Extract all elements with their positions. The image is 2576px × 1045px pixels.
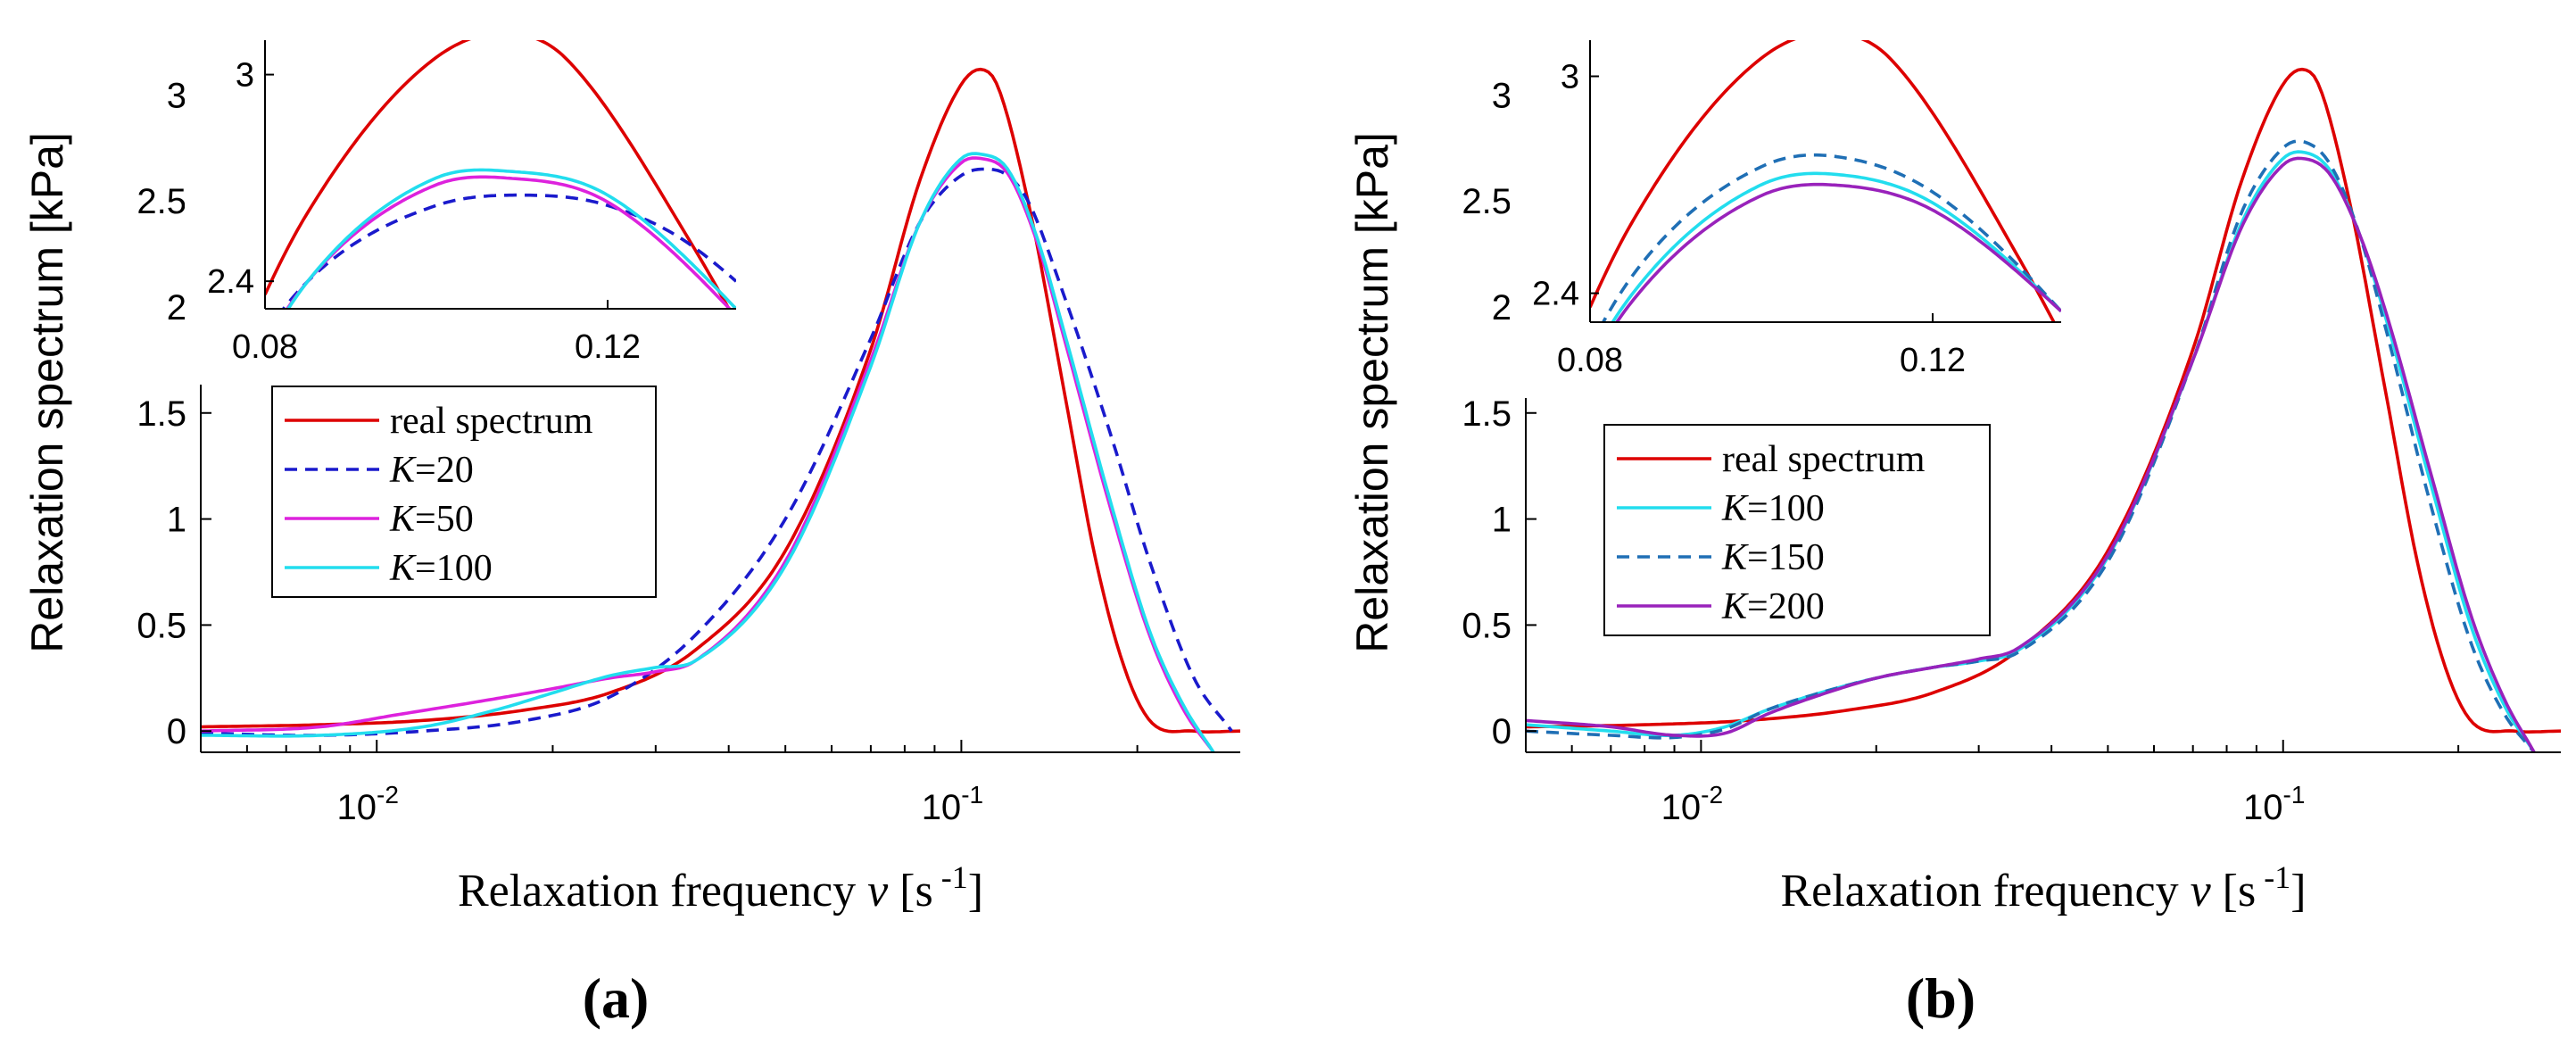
series-line-k-200 [1526, 156, 2536, 752]
inset: 2.4 3 0.08 0.12 [1510, 31, 2070, 398]
x-tick-label: 10-2 [337, 781, 399, 827]
inset-x-tick-label: 0.08 [232, 328, 298, 366]
inset-y-tick-label: 2.4 [207, 263, 254, 301]
y-tick-label: 1.5 [1462, 394, 1512, 434]
inset-series-line-real-spectrum [265, 40, 731, 309]
inset-series-line-k-100 [286, 168, 736, 309]
inset-series-line-k-150 [1601, 153, 2061, 322]
inset: 2.4 3 0.08 0.12 [185, 31, 745, 385]
inset-y-tick-label: 3 [1561, 59, 1579, 96]
panel-label: (b) [1906, 966, 1975, 1030]
x-tick-label: 10-2 [1661, 781, 1723, 827]
inset-series-line-k-200 [1614, 182, 2061, 322]
panel-label: (a) [583, 966, 650, 1030]
x-tick-label: 10-1 [922, 781, 983, 827]
y-tick-label: 2 [1492, 288, 1512, 328]
inset-x-tick-label: 0.12 [575, 328, 641, 366]
inset-y-tick-label: 3 [236, 57, 254, 95]
x-axis-label: Relaxation frequency v [s -1] [458, 859, 983, 916]
inset-x-tick-label: 0.12 [1900, 342, 1966, 379]
series-group [201, 67, 1240, 752]
y-tick-label: 1.5 [137, 394, 186, 434]
legend-label: K=100 [389, 548, 493, 589]
y-tick-label: 2 [167, 288, 186, 328]
legend-label: K=200 [1721, 586, 1825, 627]
y-tick-label: 3 [167, 76, 186, 115]
inset-background [185, 31, 745, 385]
x-axis-label: Relaxation frequency v [s -1] [1780, 859, 2306, 916]
panel-a: 0 0.5 1 1.5 2 2.5 3 10-2 10-1 Relaxation spectrum… [22, 31, 1240, 1030]
inset-background [1510, 31, 2070, 398]
inset-series-line-real-spectrum [1590, 40, 2056, 322]
series-line-k-100 [201, 152, 1215, 752]
series-line-real-spectrum [201, 67, 1240, 734]
legend-label: real spectrum [1722, 439, 1926, 480]
legend-label: K=150 [1721, 537, 1825, 578]
y-tick-label: 0 [167, 712, 186, 751]
x-tick-label: 10-1 [2243, 781, 2305, 827]
legend: real spectrum K=100 K=150 K=200 [1603, 424, 1991, 636]
legend-label: K=20 [389, 450, 474, 491]
inset-series-line-k-50 [285, 175, 733, 309]
y-tick-label: 0.5 [1462, 606, 1512, 645]
inset-series-group [265, 40, 736, 309]
legend-label: real spectrum [390, 401, 593, 442]
inset-y-tick-label: 2.4 [1532, 276, 1579, 313]
y-tick-label: 2.5 [137, 182, 186, 221]
inset-x-tick-label: 0.08 [1557, 342, 1623, 379]
inset-series-group [1590, 40, 2061, 322]
y-tick-label: 0 [1492, 712, 1512, 751]
y-tick-label: 3 [1492, 76, 1512, 115]
legend-label: K=100 [1721, 488, 1825, 529]
panel-b: 0 0.5 1 1.5 2 2.5 3 10-2 10-1 Relaxation spectrum… [1347, 31, 2561, 1030]
y-axis-label: Relaxation spectrum [kPa] [22, 132, 72, 653]
y-tick-label: 1 [167, 501, 186, 540]
series-group [1526, 67, 2561, 752]
legend: real spectrum K=20 K=50 K=100 [271, 386, 657, 598]
inset-series-line-k-100 [1611, 171, 2061, 322]
inset-series-line-k-20 [281, 193, 736, 309]
y-tick-label: 0.5 [137, 606, 186, 645]
y-axis-label: Relaxation spectrum [kPa] [1347, 132, 1397, 653]
y-tick-label: 1 [1492, 501, 1512, 540]
legend-label: K=50 [389, 499, 474, 540]
y-tick-label: 2.5 [1462, 182, 1512, 221]
